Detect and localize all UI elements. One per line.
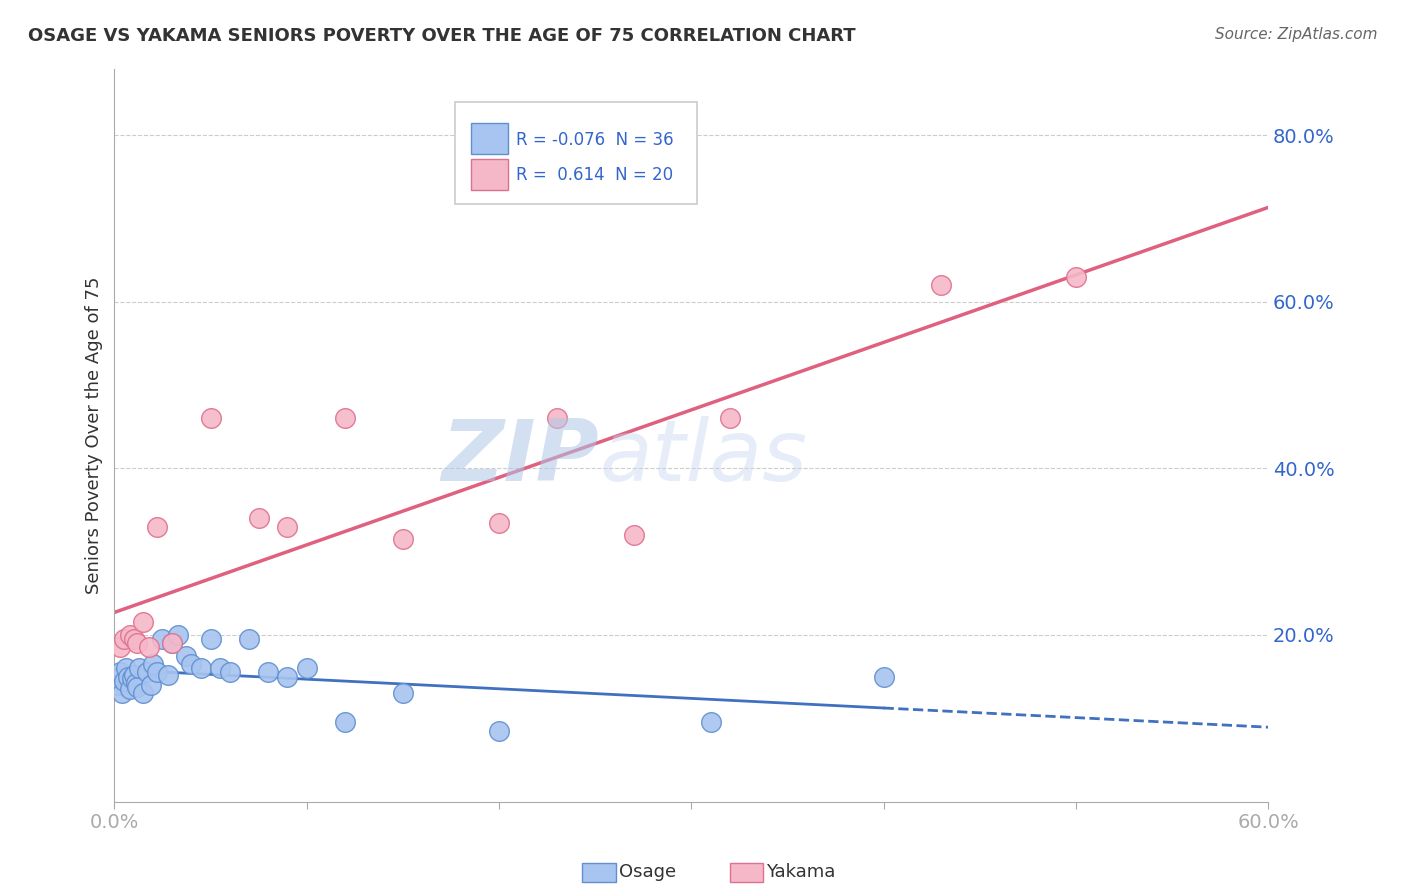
Point [152,632,174,647]
Point [139,678,162,692]
Point [247,511,270,525]
Point [108,640,131,655]
Point [180,657,202,672]
Point [145,665,167,680]
Point [872,670,894,684]
Point [145,519,167,533]
Point [333,411,356,425]
Point [174,648,197,663]
Point [122,668,145,682]
Point [121,671,143,685]
Point [190,661,212,675]
Point [167,628,190,642]
Point [118,628,141,642]
Point [124,676,146,690]
Point [157,668,180,682]
Point [333,715,356,730]
Point [488,723,510,738]
Point [200,411,222,425]
Point [107,678,129,692]
Point [117,670,139,684]
Point [200,632,222,647]
Point [108,665,131,680]
Point [136,665,159,680]
Point [160,636,183,650]
Point [488,516,510,530]
Text: atlas: atlas [599,416,807,499]
Point [276,519,298,533]
Point [118,682,141,697]
Point [929,278,952,293]
Text: Osage: Osage [619,863,676,881]
Text: Source: ZipAtlas.com: Source: ZipAtlas.com [1215,27,1378,42]
Point [392,532,415,546]
Y-axis label: Seniors Poverty Over the Age of 75: Seniors Poverty Over the Age of 75 [86,277,103,594]
Point [111,686,134,700]
Point [392,686,415,700]
Point [238,632,260,647]
Point [138,640,160,655]
Text: R = -0.076  N = 36: R = -0.076 N = 36 [516,131,673,149]
Text: Yakama: Yakama [766,863,835,881]
Point [160,636,183,650]
Point [1064,269,1087,284]
Point [112,673,135,688]
Point [142,657,165,672]
Text: R =  0.614  N = 20: R = 0.614 N = 20 [516,166,673,184]
Point [127,680,149,694]
Point [209,661,232,675]
Point [132,615,155,630]
FancyBboxPatch shape [471,160,508,190]
Point [112,632,135,647]
FancyBboxPatch shape [471,123,508,153]
Text: OSAGE VS YAKAMA SENIORS POVERTY OVER THE AGE OF 75 CORRELATION CHART: OSAGE VS YAKAMA SENIORS POVERTY OVER THE… [28,27,856,45]
Point [623,528,645,542]
Point [718,411,741,425]
Point [132,686,155,700]
Point [257,665,280,680]
Point [276,670,298,684]
FancyBboxPatch shape [454,102,697,204]
Point [218,665,240,680]
Text: ZIP: ZIP [441,416,599,499]
Point [122,632,145,647]
Point [699,715,721,730]
Point [546,411,568,425]
Point [128,661,150,675]
Point [127,636,149,650]
Point [115,661,138,675]
Point [295,661,318,675]
